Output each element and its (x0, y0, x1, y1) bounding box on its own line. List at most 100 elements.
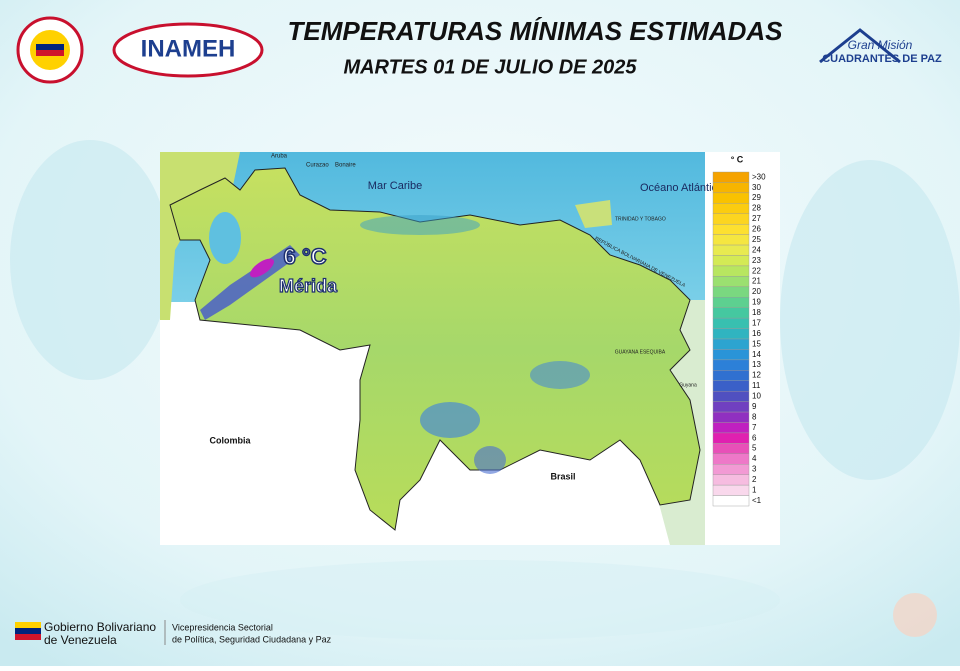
date: MARTES 01 DE JULIO DE 2025 (343, 56, 637, 78)
map-label: Curazao (306, 163, 329, 169)
legend: >303029282726252423222120191817161514131… (712, 171, 766, 507)
footer-flag (15, 634, 41, 640)
legend-swatch (712, 328, 750, 340)
texture (10, 140, 960, 640)
legend-swatch (712, 370, 750, 381)
legend-swatch (712, 182, 750, 194)
legend-label: 23 (752, 256, 761, 265)
south-cool (530, 361, 590, 389)
footer-emblem (893, 593, 937, 637)
legend-swatch (712, 380, 750, 392)
legend-label: 28 (752, 204, 761, 213)
legend-label: 14 (752, 350, 761, 359)
map-label: Guyana (679, 382, 697, 388)
logo-cuadrantes-top: Gran Misión (848, 38, 913, 52)
logo-seal-stripe (36, 44, 64, 50)
legend-label: 13 (752, 360, 761, 369)
logo-cuadrantes-roof (819, 28, 901, 64)
legend-unit: ° C (731, 154, 744, 164)
legend-label: 25 (752, 235, 761, 244)
legend-swatch (712, 307, 750, 319)
legend-label: 29 (752, 193, 761, 202)
legend-label: 18 (752, 308, 761, 317)
legend-swatch (712, 411, 750, 423)
legend-swatch (712, 422, 750, 434)
legend-swatch (712, 255, 750, 267)
logo-inameh (112, 22, 264, 78)
map-label-sea: Mar Caribe (368, 180, 422, 192)
legend-label: 20 (752, 287, 761, 296)
andes-cold (200, 245, 300, 320)
legend-swatch (712, 265, 750, 277)
legend-label: 11 (752, 381, 761, 390)
south-cool (474, 446, 506, 474)
legend-label: 7 (752, 423, 757, 432)
legend-label: 5 (752, 444, 757, 453)
legend-label: 22 (752, 266, 761, 275)
legend-label: 15 (752, 339, 761, 348)
logo-seal-stripe (36, 50, 64, 56)
legend-swatch (712, 286, 750, 298)
legend-swatch (712, 297, 750, 308)
legend-label: 30 (752, 183, 761, 192)
legend-swatch (712, 234, 750, 246)
legend-label: 9 (752, 402, 757, 411)
legend-label: <1 (752, 496, 762, 505)
andes-coldest (250, 258, 274, 278)
legend-label: 21 (752, 277, 761, 286)
highlight-value: 6 °C (283, 244, 326, 269)
legend-label: 3 (752, 465, 757, 474)
legend-label: 17 (752, 318, 761, 327)
footer-flag (15, 628, 41, 634)
legend-label: 16 (752, 329, 761, 338)
legend-swatch (712, 244, 750, 256)
legend-swatch (712, 453, 750, 465)
legend-label: 24 (752, 245, 761, 254)
title: TEMPERATURAS MÍNIMAS ESTIMADAS (288, 16, 784, 46)
legend-swatch (712, 171, 750, 183)
footer-vice: de Política, Seguridad Ciudadana y Paz (172, 634, 332, 644)
footer-vice: Vicepresidencia Sectorial (172, 622, 273, 632)
legend-swatch (712, 203, 750, 214)
lake-maracaibo (209, 212, 241, 264)
legend-label: 12 (752, 371, 761, 380)
map-label: Aruba (271, 154, 288, 160)
legend-label: 8 (752, 412, 757, 421)
legend-swatch (712, 213, 750, 225)
trinidad (575, 200, 612, 228)
legend-label: 10 (752, 392, 761, 401)
map-label: TRINIDAD Y TOBAGO (615, 216, 666, 222)
map-label: Bonaire (335, 163, 356, 169)
legend-swatch (712, 432, 750, 444)
legend-label: 2 (752, 475, 757, 484)
legend-swatch (712, 464, 750, 475)
legend-swatch (712, 276, 750, 288)
map-label-country: Colombia (209, 435, 251, 445)
legend-swatch (712, 359, 750, 371)
legend-swatch (712, 338, 750, 350)
legend-label: 6 (752, 433, 757, 442)
footer-gov: Gobierno Bolivariano (44, 620, 156, 634)
legend-swatch (712, 390, 750, 402)
legend-swatch (712, 474, 750, 486)
legend-label: >30 (752, 172, 766, 181)
legend-swatch (712, 401, 750, 413)
legend-swatch (712, 495, 750, 507)
logo-inameh-text: INAMEH (141, 35, 236, 62)
legend-swatch (712, 349, 750, 361)
legend-swatch (712, 443, 750, 455)
legend-swatch (712, 484, 750, 496)
legend-swatch (712, 317, 750, 329)
footer-gov: de Venezuela (44, 633, 117, 647)
venezuela (169, 167, 701, 531)
legend-swatch (712, 223, 750, 235)
legend-label: 19 (752, 298, 761, 307)
legend-swatch (712, 192, 750, 204)
south-cool (420, 402, 480, 438)
coast-cool (360, 215, 480, 235)
map-label-country: Brasil (550, 471, 575, 481)
highlight-place: Mérida (279, 276, 338, 296)
map-label: GUAYANA ESEQUIBA (615, 349, 666, 355)
